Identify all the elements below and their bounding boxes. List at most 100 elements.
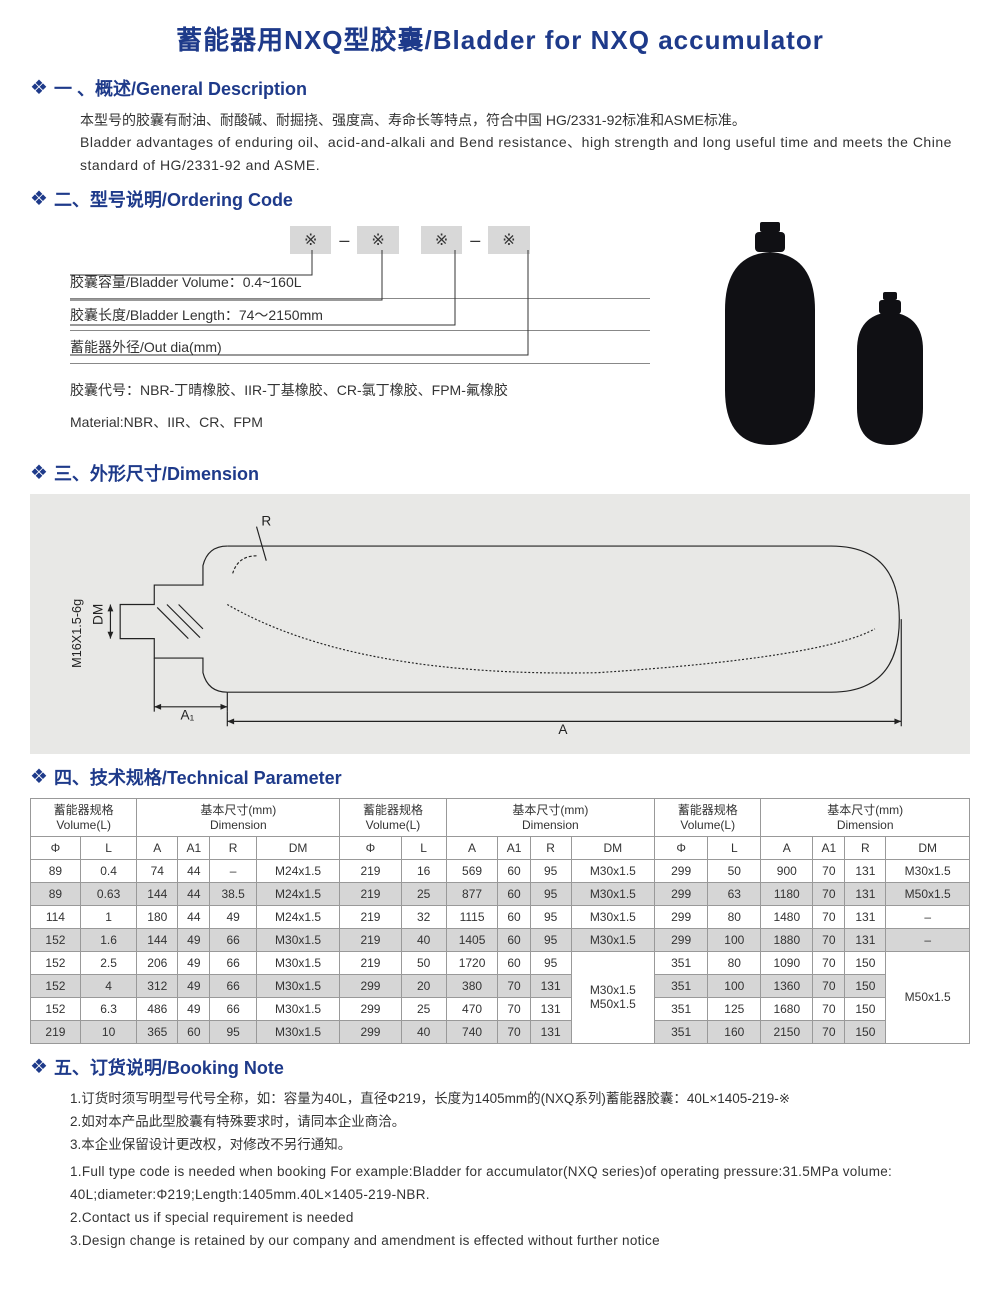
table-row: 890.631444438.5M24x1.5219258776095M30x1.…: [31, 882, 970, 905]
td-cell: 16: [401, 859, 446, 882]
td-cell: 66: [210, 928, 256, 951]
diamond-icon: ❖: [30, 767, 48, 787]
th-col: A: [137, 836, 178, 859]
td-cell: 49: [178, 974, 210, 997]
td-cell: 219: [340, 882, 401, 905]
th-col: Φ: [340, 836, 401, 859]
section-3-header: ❖ 三、外形尺寸/Dimension: [30, 460, 970, 486]
td-cell: 25: [401, 882, 446, 905]
dim-label-A1: A₁: [181, 708, 195, 723]
diamond-icon: ❖: [30, 463, 48, 483]
dim-label-thread: M16X1.5-6g: [70, 599, 84, 668]
td-cell: 877: [446, 882, 498, 905]
section-1-en: Bladder advantages of enduring oil、acid-…: [30, 131, 970, 176]
td-cell: 219: [31, 1020, 81, 1043]
dim-label-A: A: [558, 722, 568, 736]
code-box-3: ※: [421, 226, 462, 254]
td-cell: 32: [401, 905, 446, 928]
td-cell: 70: [813, 997, 845, 1020]
td-cell: 44: [178, 882, 210, 905]
code-dash: –: [335, 230, 353, 251]
td-cell: –: [886, 905, 970, 928]
td-cell: 569: [446, 859, 498, 882]
td-cell: 60: [498, 928, 530, 951]
td-cell: 1.6: [80, 928, 137, 951]
td-cell: 351: [655, 974, 708, 997]
section-3-title: 三、外形尺寸/Dimension: [54, 460, 259, 486]
code-line-2: 胶囊长度/Bladder Length：74～2150mm: [70, 299, 650, 332]
td-cell: 66: [210, 997, 256, 1020]
td-cell: 152: [31, 928, 81, 951]
td-cell: 80: [708, 905, 761, 928]
td-cell: 150: [845, 951, 886, 974]
td-cell: 40: [401, 928, 446, 951]
td-cell: –: [210, 859, 256, 882]
td-cell: 80: [708, 951, 761, 974]
td-cell: 66: [210, 951, 256, 974]
td-cell: 486: [137, 997, 178, 1020]
td-cell: –: [886, 928, 970, 951]
dimension-drawing-panel: R DM M16X1.5-6g A₁ A: [30, 494, 970, 754]
td-cell: 160: [708, 1020, 761, 1043]
table-row: 219103656095M30x1.5299407407013135116021…: [31, 1020, 970, 1043]
th-vol-2: 蓄能器规格Volume(L): [340, 799, 446, 837]
th-col: Φ: [31, 836, 81, 859]
td-cell: 50: [708, 859, 761, 882]
td-cell: 60: [178, 1020, 210, 1043]
td-cell: 60: [498, 951, 530, 974]
td-cell: 100: [708, 974, 761, 997]
td-cell: 1115: [446, 905, 498, 928]
td-cell: M24x1.5: [256, 882, 339, 905]
td-cell: 49: [210, 905, 256, 928]
th-vol-3: 蓄能器规格Volume(L): [655, 799, 761, 837]
td-cell: 95: [530, 928, 571, 951]
td-cell: 152: [31, 997, 81, 1020]
td-cell: 299: [340, 974, 401, 997]
td-cell: 60: [498, 882, 530, 905]
td-cell: 219: [340, 951, 401, 974]
table-row: 1522.52064966M30x1.52195017206095M30x1.5…: [31, 951, 970, 974]
section-5-header: ❖ 五、订货说明/Booking Note: [30, 1054, 970, 1080]
td-cell: 152: [31, 951, 81, 974]
td-cell: 152: [31, 974, 81, 997]
td-cell: 60: [498, 905, 530, 928]
th-col: R: [530, 836, 571, 859]
th-col: R: [210, 836, 256, 859]
td-cell: 70: [498, 997, 530, 1020]
td-cell: 1880: [761, 928, 813, 951]
th-col: DM: [256, 836, 339, 859]
td-cell: 66: [210, 974, 256, 997]
th-dim-1: 基本尺寸(mm)Dimension: [137, 799, 340, 837]
td-cell: 40: [401, 1020, 446, 1043]
th-vol-1: 蓄能器规格Volume(L): [31, 799, 137, 837]
td-cell: 70: [813, 905, 845, 928]
td-cell: 49: [178, 951, 210, 974]
td-cell: 89: [31, 882, 81, 905]
page-title: 蓄能器用NXQ型胶囊/Bladder for NXQ accumulator: [30, 20, 970, 57]
code-box-1: ※: [290, 226, 331, 254]
td-cell: 74: [137, 859, 178, 882]
td-cell: 0.63: [80, 882, 137, 905]
code-box-2: ※: [357, 226, 398, 254]
td-cell: 6.3: [80, 997, 137, 1020]
code-line-3: 蓄能器外径/Out dia(mm): [70, 331, 650, 364]
diamond-icon: ❖: [30, 1057, 48, 1077]
section-4-title: 四、技术规格/Technical Parameter: [54, 764, 342, 790]
td-merged-right: M50x1.5: [886, 951, 970, 1043]
th-col: A1: [498, 836, 530, 859]
td-cell: 131: [530, 1020, 571, 1043]
table-row: 11411804449M24x1.52193211156095M30x1.529…: [31, 905, 970, 928]
td-cell: 299: [340, 1020, 401, 1043]
td-cell: 150: [845, 1020, 886, 1043]
code-dash: –: [466, 230, 484, 251]
td-cell: 470: [446, 997, 498, 1020]
td-cell: 351: [655, 951, 708, 974]
section-1-zh: 本型号的胶囊有耐油、耐酸碱、耐掘挠、强度高、寿命长等特点，符合中国 HG/233…: [30, 109, 970, 131]
diamond-icon: ❖: [30, 78, 48, 98]
td-cell: 70: [813, 882, 845, 905]
code-material-en: Material:NBR、IIR、CR、FPM: [70, 406, 650, 438]
td-cell: 144: [137, 882, 178, 905]
td-merged-mid: M30x1.5M50x1.5: [571, 951, 654, 1043]
td-cell: 89: [31, 859, 81, 882]
td-cell: 299: [655, 859, 708, 882]
